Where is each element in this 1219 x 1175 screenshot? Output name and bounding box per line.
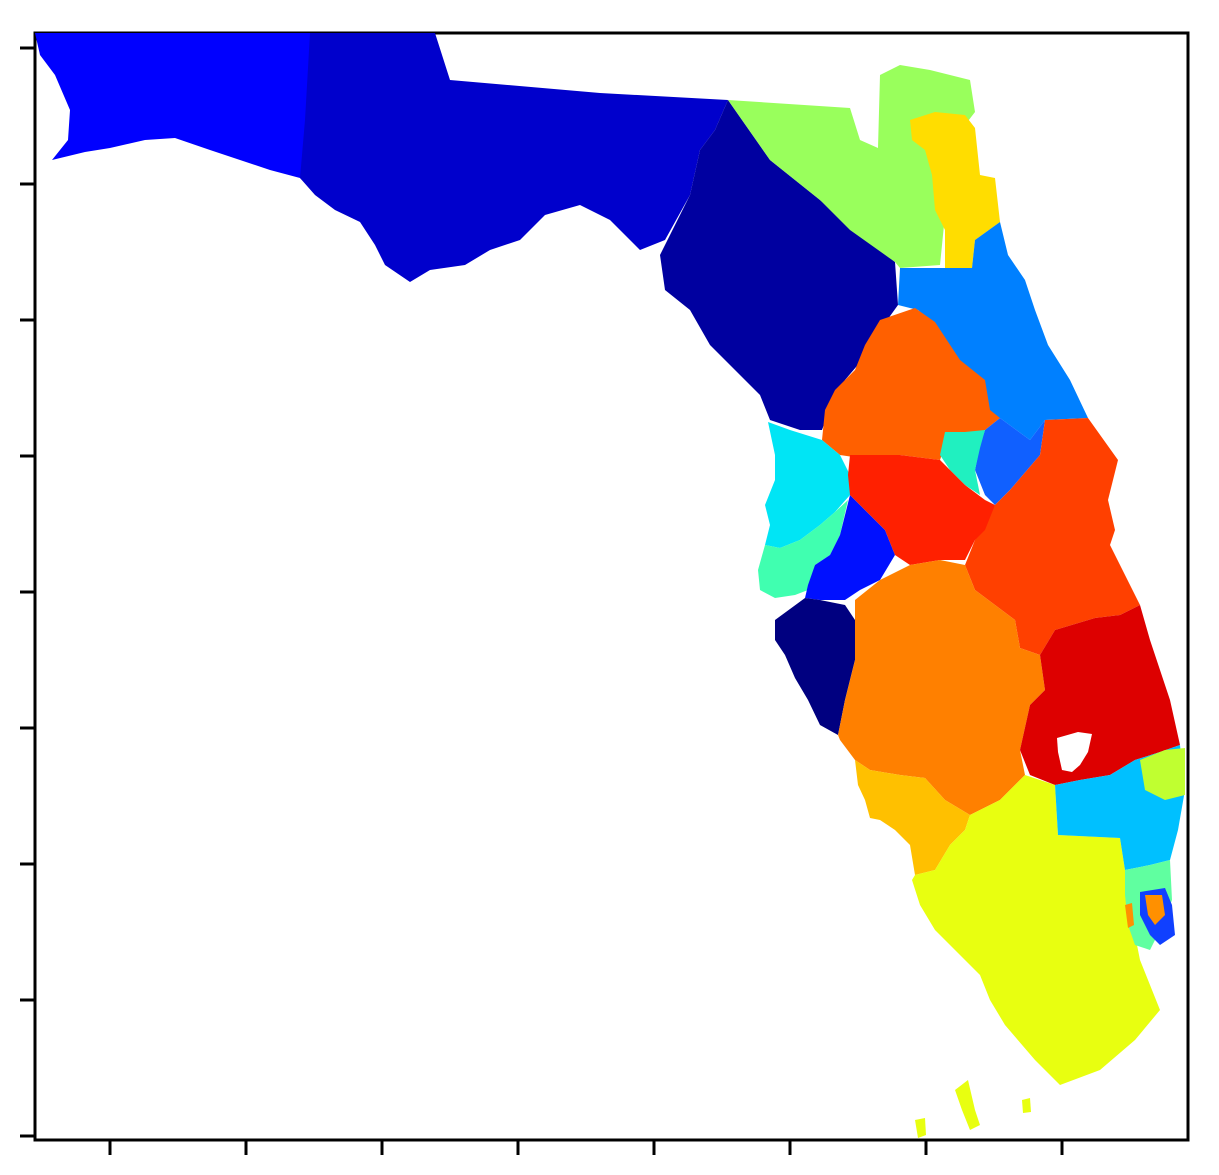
- district-orlando-east: [975, 418, 1045, 505]
- district-gulf-north: [765, 422, 850, 548]
- district-keys-2: [915, 1118, 926, 1138]
- district-miami-orange-2: [1125, 903, 1134, 928]
- district-gulf-aqua: [758, 500, 848, 598]
- district-miami-orange: [1145, 895, 1165, 925]
- district-orlando-core: [848, 455, 995, 565]
- district-northeast: [728, 65, 975, 268]
- district-ne-coast: [898, 222, 1088, 440]
- district-sw-gulf: [775, 598, 855, 735]
- axis-ticks: [20, 46, 1064, 1155]
- district-sw-fort-myers: [855, 760, 970, 875]
- lake-okeechobee-hole: [1057, 732, 1092, 772]
- district-south: [912, 775, 1160, 1085]
- district-panhandle-west: [35, 33, 318, 195]
- district-panhandle-central: [300, 33, 728, 282]
- district-jacksonville: [910, 112, 1000, 268]
- district-keys: [955, 1080, 980, 1130]
- districts: [35, 33, 1185, 1138]
- plot-frame: [33, 31, 1190, 1142]
- district-east-coast-central: [965, 418, 1140, 655]
- district-keys-3: [1022, 1098, 1031, 1113]
- district-central-south: [838, 560, 1045, 815]
- district-pb-north: [1140, 748, 1185, 800]
- district-central-north: [822, 308, 1000, 460]
- district-north-central: [660, 100, 898, 430]
- district-orlando-north: [940, 430, 985, 495]
- district-tampa: [805, 495, 895, 600]
